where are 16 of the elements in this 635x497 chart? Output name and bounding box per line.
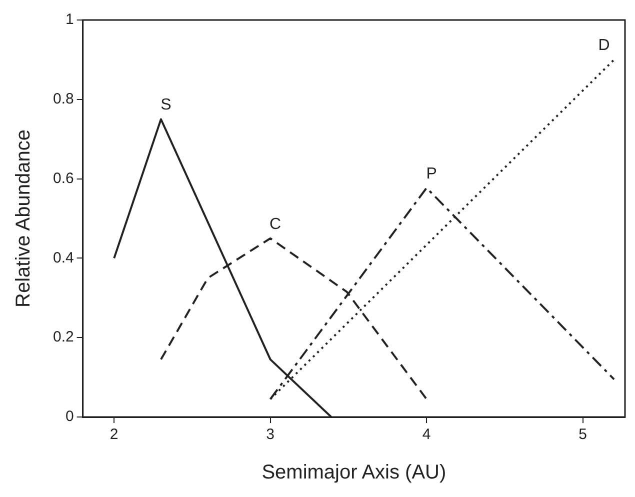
x-tick-label: 5 <box>578 426 587 444</box>
x-tick-label: 2 <box>110 426 118 444</box>
x-tick-label: 3 <box>266 426 275 444</box>
y-tick-label: 0.2 <box>52 328 74 346</box>
y-tick-label: 0 <box>66 408 74 426</box>
y-tick-label: 1 <box>66 11 74 28</box>
series-label: S <box>160 96 172 114</box>
y-tick-label: 0.8 <box>52 90 74 108</box>
series-label: D <box>598 37 610 54</box>
series-label: P <box>426 165 437 182</box>
series-label: C <box>270 216 282 233</box>
y-tick-label: 0.4 <box>52 249 74 266</box>
x-tick-label: 4 <box>422 426 431 444</box>
y-axis-title: Relative Abundance <box>12 130 35 308</box>
y-tick-label: 0.6 <box>52 170 74 187</box>
x-axis-title: Semimajor Axis (AU) <box>262 462 446 484</box>
